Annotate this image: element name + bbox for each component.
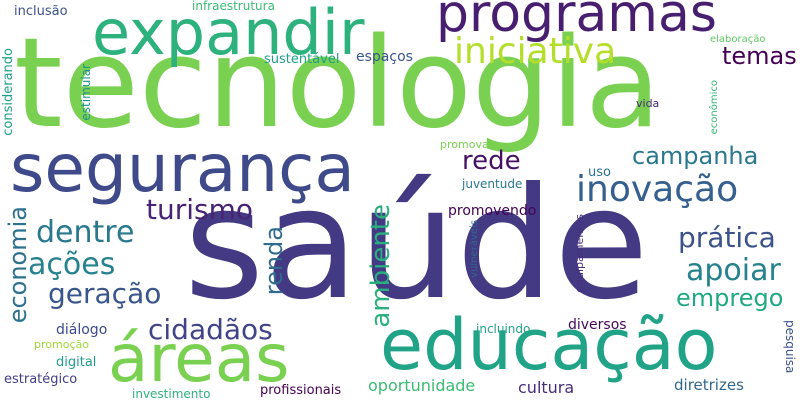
- word-inclusao: inclusão: [14, 4, 68, 19]
- word-vulneraveis: vulneráveis: [469, 220, 480, 278]
- word-acoes: ações: [28, 247, 116, 282]
- word-considerando: considerando: [1, 48, 16, 136]
- word-equipamentos: equipamentos: [573, 214, 586, 293]
- word-cidadaos: cidadãos: [148, 313, 273, 346]
- word-dialogo: diálogo: [56, 322, 108, 338]
- word-elaboracao: elaboração: [710, 34, 766, 45]
- word-expandir: expandir: [92, 0, 365, 69]
- word-profissionais: profissionais: [260, 383, 342, 398]
- word-promocao: promoção: [34, 338, 89, 351]
- word-dentre: dentre: [36, 215, 135, 250]
- word-turismo: turismo: [146, 193, 254, 226]
- word-juventude: juventude: [462, 177, 523, 191]
- word-cultura: cultura: [518, 378, 575, 397]
- word-pesquisa: pesquisa: [783, 320, 797, 374]
- word-tecnologia: tecnologia: [14, 12, 662, 156]
- word-ambiente: ambiente: [366, 204, 396, 328]
- word-economico: econômico: [709, 80, 720, 135]
- word-diversos: diversos: [568, 317, 627, 333]
- word-programas: programas: [436, 0, 717, 44]
- word-rede: rede: [462, 146, 521, 176]
- word-digital: digital: [56, 355, 97, 370]
- word-estrategico: estratégico: [4, 372, 78, 387]
- word-saude: saúde: [184, 155, 649, 334]
- word-promovam: promovam: [440, 138, 500, 151]
- word-sustentavel: sustentável: [264, 52, 340, 67]
- word-emprego: emprego: [676, 284, 784, 312]
- word-inovacao: inovação: [576, 169, 739, 210]
- word-campanha: campanha: [632, 142, 759, 170]
- word-seguranca: segurança: [10, 130, 355, 207]
- word-geracao: geração: [48, 277, 162, 310]
- word-uso: uso: [588, 165, 611, 180]
- word-diretrizes: diretrizes: [674, 376, 744, 394]
- word-oportunidade: oportunidade: [368, 376, 476, 395]
- word-estimular: estimular: [79, 64, 93, 121]
- word-renda: renda: [260, 226, 288, 296]
- word-iniciativa: iniciativa: [454, 31, 617, 72]
- word-areas: áreas: [108, 320, 290, 397]
- word-investimento: investimento: [132, 387, 211, 400]
- word-incluindo: incluindo: [476, 322, 531, 336]
- word-temas: temas: [722, 42, 797, 70]
- word-economia: economia: [4, 206, 32, 324]
- word-educacao: educação: [380, 304, 718, 386]
- word-vida: vida: [636, 97, 660, 110]
- word-infraestrutura: infraestrutura: [192, 0, 275, 13]
- word-apoiar: apoiar: [686, 253, 781, 288]
- word-promovendo: promovendo: [448, 203, 537, 219]
- word-espacos: espaços: [356, 49, 413, 65]
- word-pratica: prática: [678, 221, 776, 254]
